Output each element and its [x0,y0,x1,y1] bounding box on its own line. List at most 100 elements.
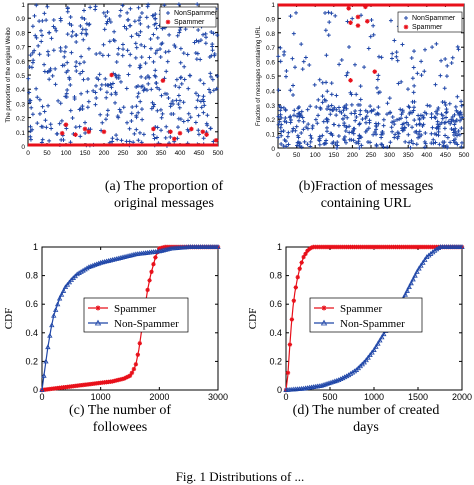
point-nonspammer-a [181,51,186,56]
point-nonspammer-b [314,104,319,109]
point-nonspammer-a [73,125,78,130]
marker-nonspammer-c [60,288,67,293]
point-nonspammer-a [188,115,193,120]
marker-spammer-c [153,255,158,260]
marker-nonspammer-d [371,347,377,352]
point-nonspammer-b [430,45,435,50]
y-tick-label-c: 0.2 [25,356,38,366]
point-nonspammer-a [103,117,108,122]
point-nonspammer-b [442,140,447,145]
legend-marker-nonspammer-b [404,16,408,20]
point-nonspammer-a [83,131,88,136]
point-nonspammer-b [333,142,338,147]
point-nonspammer-a [168,134,173,139]
point-nonspammer-b [380,130,385,135]
point-nonspammer-b [393,132,398,137]
marker-nonspammer-d [349,369,356,375]
point-nonspammer-a [171,111,176,116]
point-nonspammer-b [299,130,304,135]
point-nonspammer-b [352,62,357,67]
legend-c [83,297,189,333]
point-nonspammer-a [36,43,41,48]
point-nonspammer-a [182,64,187,69]
point-nonspammer-b [429,111,434,116]
point-nonspammer-a [137,130,142,135]
point-nonspammer-b [323,28,328,33]
legend-label-nonspammer-d: Non-Spammer [340,318,405,330]
marker-spammer-d [295,274,300,280]
point-nonspammer-b [389,125,394,130]
marker-nonspammer-d [420,259,426,265]
point-nonspammer-a [44,18,49,23]
point-nonspammer-a [129,119,134,124]
point-nonspammer-a [53,66,58,71]
point-nonspammer-b [359,135,364,140]
point-nonspammer-b [356,141,361,146]
point-nonspammer-a [68,83,73,88]
point-nonspammer-b [320,80,325,85]
caption-a: (a) The proportion of original messages [104,179,224,211]
point-nonspammer-a [64,91,69,96]
point-nonspammer-a [34,86,39,91]
point-nonspammer-b [417,129,422,134]
point-nonspammer-b [276,114,281,119]
point-nonspammer-b [457,132,462,137]
point-nonspammer-b [283,139,288,144]
point-nonspammer-b [279,133,284,138]
point-nonspammer-a [132,19,137,24]
marker-nonspammer-c [45,344,51,350]
x-tick-label-b: 300 [384,152,395,159]
y-tick-label-a: 0.5 [16,73,25,80]
point-nonspammer-b [423,130,428,135]
marker-nonspammer-d [363,357,369,363]
marker-nonspammer-c [58,291,65,297]
point-nonspammer-a [101,42,106,47]
point-nonspammer-a [210,42,215,47]
point-nonspammer-b [381,123,386,128]
point-nonspammer-b [452,132,457,137]
point-nonspammer-b [304,125,309,130]
point-nonspammer-a [93,90,98,95]
marker-nonspammer-d [381,331,387,337]
point-nonspammer-a [28,53,33,58]
point-nonspammer-b [284,68,289,73]
point-nonspammer-a [152,102,157,107]
point-nonspammer-a [154,135,159,140]
point-nonspammer-a [126,72,131,77]
marker-nonspammer-d [414,268,420,274]
point-nonspammer-b [283,116,288,121]
y-tick-label-a: 0.2 [16,116,25,123]
point-nonspammer-b [449,61,454,66]
chart-a [26,2,220,148]
point-nonspammer-b [297,144,302,149]
point-nonspammer-b [406,122,411,127]
point-nonspammer-a [133,41,138,46]
point-nonspammer-b [347,137,352,142]
point-nonspammer-a [56,98,61,103]
legend-a [159,6,217,28]
legend-label-spammer-c: Spammer [114,303,156,315]
point-nonspammer-b [411,65,416,70]
point-nonspammer-b [412,118,417,123]
point-nonspammer-a [28,98,33,103]
legend-marker-spammer-c [95,305,101,311]
point-nonspammer-a [181,119,186,124]
x-tick-label-a: 450 [194,150,205,157]
point-nonspammer-b [420,113,425,118]
x-tick-label-b: 500 [459,152,470,159]
point-nonspammer-a [163,50,168,55]
point-nonspammer-b [317,77,322,82]
x-tick-label-b: 350 [403,152,414,159]
point-nonspammer-a [193,91,198,96]
point-nonspammer-a [142,44,147,49]
y-axis-title-a: The proportion of the original Weibo [6,27,12,123]
marker-nonspammer-d [416,265,422,271]
point-nonspammer-b [444,110,449,115]
y-axis-title-d: CDF [247,308,259,329]
legend-marker-nonspammer-c [94,319,102,326]
legend-box-d [309,297,423,333]
point-nonspammer-b [458,118,463,123]
y-tick-label-c: 1 [33,242,38,252]
point-nonspammer-b [369,17,374,22]
point-nonspammer-b [289,117,294,122]
